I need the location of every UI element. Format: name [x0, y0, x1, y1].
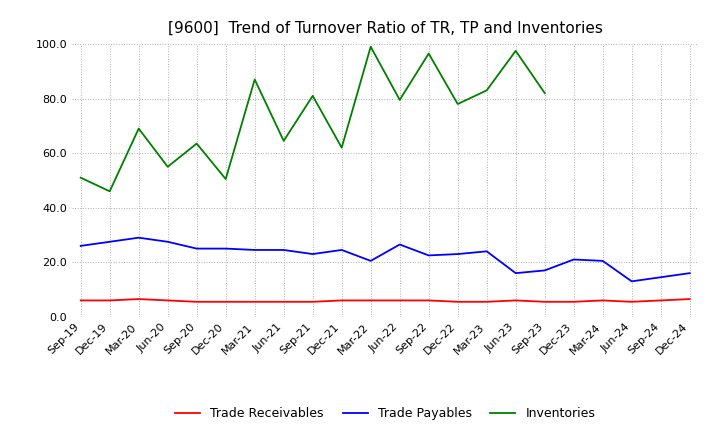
Inventories	[308, 93, 317, 99]
Trade Receivables	[76, 298, 85, 303]
Trade Payables	[685, 271, 694, 276]
Trade Receivables	[308, 299, 317, 304]
Inventories	[541, 91, 549, 96]
Trade Payables	[192, 246, 201, 251]
Trade Payables	[221, 246, 230, 251]
Trade Payables	[657, 275, 665, 280]
Trade Receivables	[192, 299, 201, 304]
Inventories	[221, 176, 230, 182]
Trade Payables	[482, 249, 491, 254]
Trade Payables	[541, 268, 549, 273]
Title: [9600]  Trend of Turnover Ratio of TR, TP and Inventories: [9600] Trend of Turnover Ratio of TR, TP…	[168, 21, 603, 36]
Trade Receivables	[135, 297, 143, 302]
Trade Receivables	[395, 298, 404, 303]
Line: Inventories: Inventories	[81, 47, 545, 191]
Trade Payables	[366, 258, 375, 264]
Trade Payables	[454, 251, 462, 257]
Line: Trade Payables: Trade Payables	[81, 238, 690, 281]
Trade Receivables	[454, 299, 462, 304]
Trade Payables	[598, 258, 607, 264]
Trade Receivables	[221, 299, 230, 304]
Trade Payables	[338, 247, 346, 253]
Trade Receivables	[251, 299, 259, 304]
Trade Receivables	[163, 298, 172, 303]
Trade Receivables	[511, 298, 520, 303]
Trade Payables	[308, 251, 317, 257]
Trade Payables	[105, 239, 114, 244]
Trade Receivables	[338, 298, 346, 303]
Trade Payables	[76, 243, 85, 249]
Inventories	[482, 88, 491, 93]
Trade Receivables	[685, 297, 694, 302]
Trade Receivables	[570, 299, 578, 304]
Trade Payables	[570, 257, 578, 262]
Trade Payables	[135, 235, 143, 240]
Inventories	[105, 189, 114, 194]
Trade Payables	[251, 247, 259, 253]
Inventories	[135, 126, 143, 131]
Inventories	[338, 145, 346, 150]
Trade Payables	[395, 242, 404, 247]
Trade Payables	[163, 239, 172, 244]
Trade Receivables	[598, 298, 607, 303]
Inventories	[424, 51, 433, 56]
Inventories	[279, 138, 288, 143]
Inventories	[192, 141, 201, 146]
Trade Receivables	[627, 299, 636, 304]
Trade Payables	[424, 253, 433, 258]
Trade Receivables	[424, 298, 433, 303]
Trade Payables	[279, 247, 288, 253]
Inventories	[76, 175, 85, 180]
Inventories	[366, 44, 375, 49]
Legend: Trade Receivables, Trade Payables, Inventories: Trade Receivables, Trade Payables, Inven…	[170, 402, 600, 425]
Trade Payables	[511, 271, 520, 276]
Trade Receivables	[541, 299, 549, 304]
Inventories	[511, 48, 520, 53]
Trade Receivables	[279, 299, 288, 304]
Trade Receivables	[366, 298, 375, 303]
Inventories	[251, 77, 259, 82]
Trade Receivables	[105, 298, 114, 303]
Line: Trade Receivables: Trade Receivables	[81, 299, 690, 302]
Inventories	[454, 101, 462, 106]
Trade Payables	[627, 279, 636, 284]
Trade Receivables	[657, 298, 665, 303]
Inventories	[163, 164, 172, 169]
Trade Receivables	[482, 299, 491, 304]
Inventories	[395, 97, 404, 103]
